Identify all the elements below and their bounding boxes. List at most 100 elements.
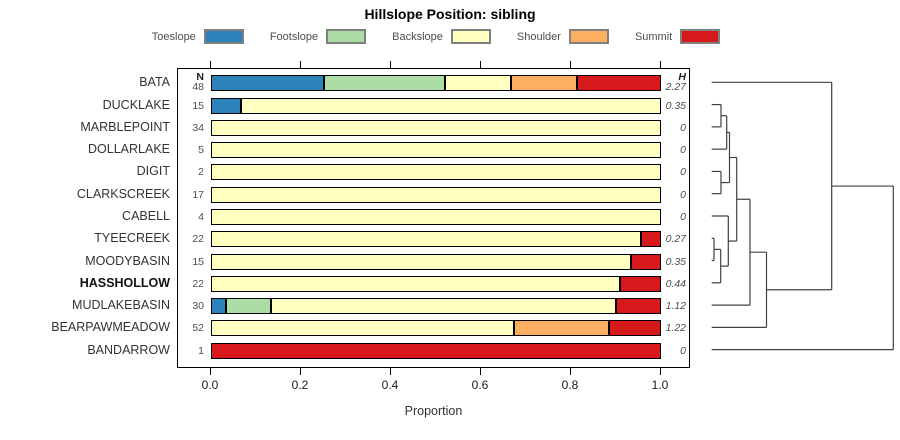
n-value: 15 <box>192 99 204 112</box>
site-label: MUDLAKEBASIN <box>72 298 170 313</box>
shannon-h-value: 1.22 <box>665 322 686 335</box>
top-axis-tick <box>390 61 391 68</box>
legend-swatch-icon <box>680 29 721 44</box>
shannon-h-value: 0.44 <box>665 277 686 290</box>
site-label: DOLLARLAKE <box>88 142 170 157</box>
bar-segment-footslope <box>323 75 446 92</box>
legend-swatch-icon <box>450 29 491 44</box>
n-value: 30 <box>192 300 204 313</box>
x-tick-label: 0.4 <box>381 378 399 392</box>
bottom-axis-tick <box>390 368 391 375</box>
n-value: 22 <box>192 277 204 290</box>
site-label: CABELL <box>122 208 170 223</box>
stacked-bar <box>211 275 661 292</box>
n-value: 52 <box>192 322 204 335</box>
shannon-h-value: 0.35 <box>665 99 686 112</box>
bar-segment-toeslope <box>211 97 241 114</box>
x-axis-title: Proportion <box>404 404 463 418</box>
site-label: DIGIT <box>136 164 170 179</box>
stacked-bar <box>211 231 661 248</box>
bar-segment-backslope <box>211 231 641 248</box>
stacked-bar <box>211 298 661 315</box>
x-tick-label: 0.6 <box>471 378 489 392</box>
legend-swatch-icon <box>568 29 609 44</box>
bar-segment-backslope <box>445 75 511 92</box>
bottom-axis-tick <box>210 368 211 375</box>
bar-segment-shoulder <box>513 320 610 337</box>
shannon-h-value: 0 <box>680 121 686 134</box>
bottom-axis-tick <box>660 368 661 375</box>
x-tick-label: 0.2 <box>291 378 309 392</box>
bar-segment-shoulder <box>511 75 577 92</box>
site-label: BATA <box>139 75 170 90</box>
top-axis-tick <box>660 61 661 68</box>
bar-segment-backslope <box>271 298 616 315</box>
bar-segment-backslope <box>211 275 621 292</box>
legend-label: Backslope <box>392 30 443 43</box>
site-label: MARBLEPOINT <box>80 119 170 134</box>
stacked-bar <box>211 186 661 203</box>
bar-segment-toeslope <box>211 298 226 315</box>
n-column-header: N <box>196 71 204 83</box>
legend-label: Summit <box>634 30 673 43</box>
bar-segment-summit <box>616 298 661 315</box>
bar-segment-summit <box>609 320 661 337</box>
n-value: 1 <box>198 344 204 357</box>
bar-segment-backslope <box>211 186 661 203</box>
stacked-bar <box>211 119 661 136</box>
bar-segment-summit <box>576 75 661 92</box>
legend-label: Footslope <box>269 30 319 43</box>
top-axis-tick <box>570 61 571 68</box>
stacked-bar <box>211 253 661 270</box>
bar-segment-backslope <box>241 97 661 114</box>
shannon-h-value: 0 <box>680 166 686 179</box>
bottom-axis-tick <box>480 368 481 375</box>
stacked-bar <box>211 208 661 225</box>
legend-item-summit: Summit <box>634 29 721 44</box>
top-axis-tick <box>210 61 211 68</box>
stacked-bar <box>211 142 661 159</box>
n-value: 15 <box>192 255 204 268</box>
bar-segment-summit <box>620 275 661 292</box>
bar-segment-toeslope <box>211 75 324 92</box>
shannon-h-value: 0 <box>680 188 686 201</box>
chart-title: Hillslope Position: sibling <box>364 6 536 22</box>
legend-item-backslope: Backslope <box>392 29 491 44</box>
h-column-header: H <box>678 71 686 83</box>
stacked-bar <box>211 97 661 114</box>
site-label: DUCKLAKE <box>102 97 170 112</box>
bar-segment-backslope <box>211 119 661 136</box>
bar-segment-backslope <box>211 164 661 181</box>
legend-item-shoulder: Shoulder <box>517 29 609 44</box>
bottom-axis-tick <box>570 368 571 375</box>
stacked-bar <box>211 164 661 181</box>
shannon-h-value: 1.12 <box>665 300 686 313</box>
x-tick-label: 0.8 <box>561 378 579 392</box>
shannon-h-value: 2.27 <box>665 81 686 94</box>
bar-segment-backslope <box>211 320 514 337</box>
shannon-h-value: 0 <box>680 344 686 357</box>
bar-segment-backslope <box>211 142 661 159</box>
n-value: 4 <box>198 210 204 223</box>
x-tick-label: 1.0 <box>651 378 669 392</box>
bar-segment-summit <box>211 342 661 359</box>
site-label: BANDARROW <box>87 342 170 357</box>
top-axis-tick <box>300 61 301 68</box>
bar-segment-backslope <box>211 208 661 225</box>
legend-label: Toeslope <box>151 30 196 43</box>
shannon-h-value: 0.35 <box>665 255 686 268</box>
site-label: TYEECREEK <box>94 231 170 246</box>
stacked-bar <box>211 320 661 337</box>
n-value: 48 <box>192 81 204 94</box>
legend-label: Shoulder <box>516 30 561 43</box>
stacked-bar <box>211 75 661 92</box>
legend-swatch-icon <box>326 29 367 44</box>
shannon-h-value: 0 <box>680 210 686 223</box>
legend-swatch-icon <box>203 29 244 44</box>
n-value: 34 <box>192 121 204 134</box>
bar-segment-backslope <box>211 253 631 270</box>
top-axis-tick <box>480 61 481 68</box>
bottom-axis-tick <box>300 368 301 375</box>
